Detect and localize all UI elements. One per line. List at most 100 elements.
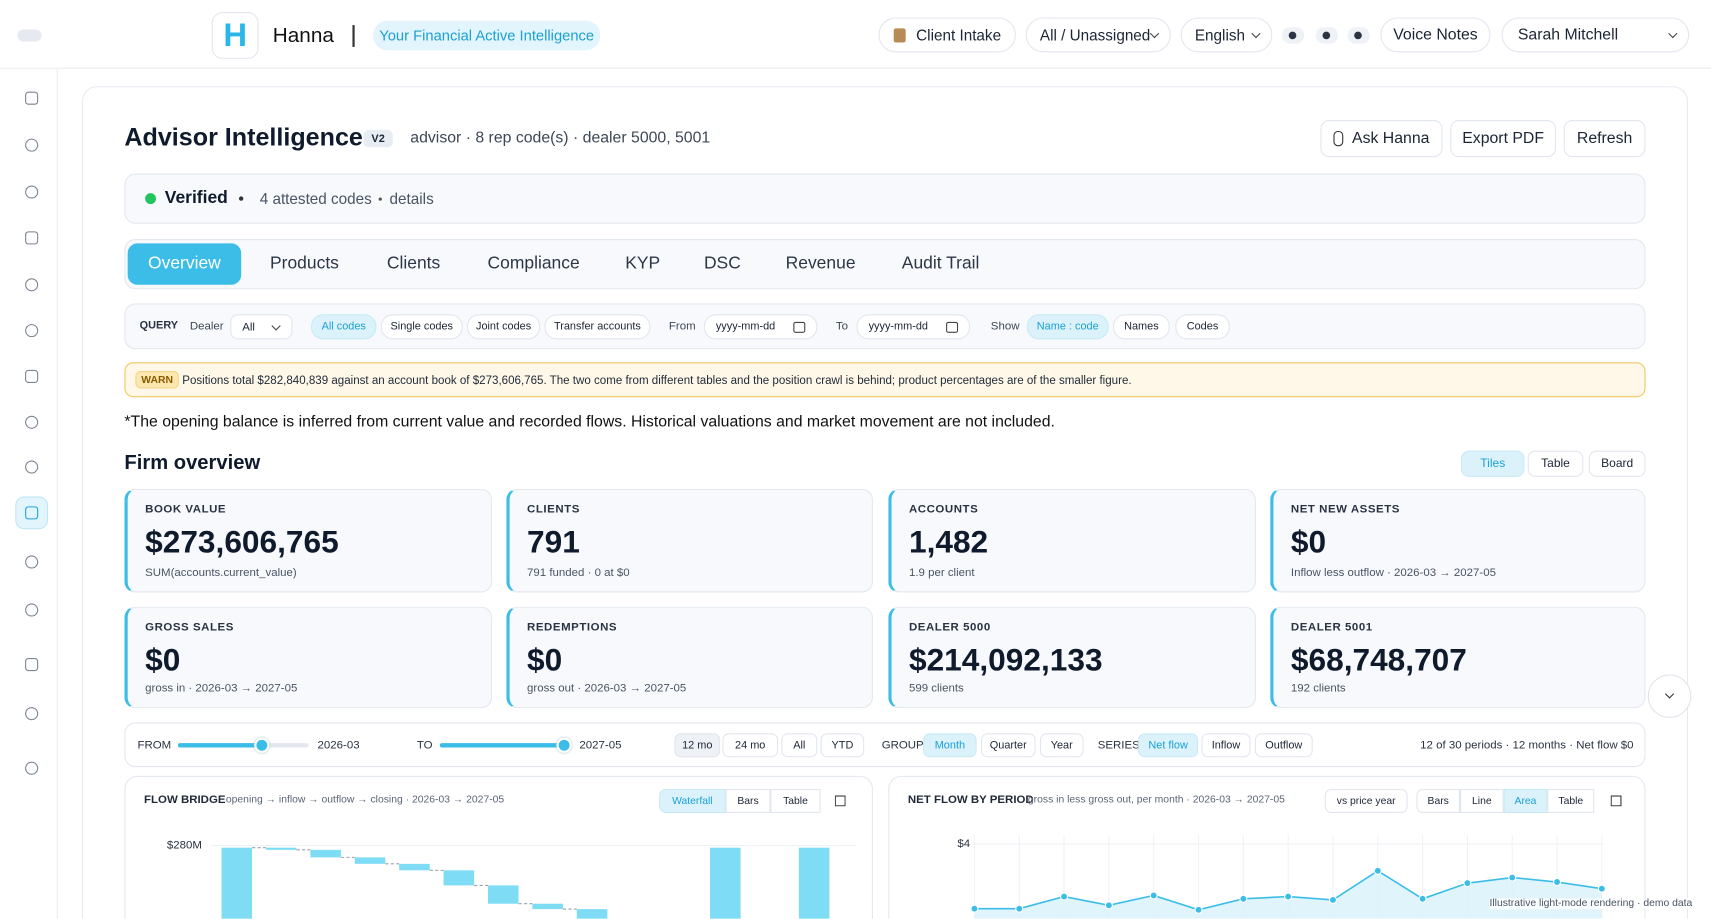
nav-icon[interactable] [25, 324, 39, 338]
view-toggle[interactable]: Board [1588, 450, 1646, 477]
nav-icon[interactable] [25, 707, 39, 721]
separator-dot [238, 196, 244, 201]
code-filter[interactable]: Single codes [380, 314, 463, 340]
scroll-button[interactable] [1647, 674, 1692, 719]
dealer-select[interactable]: All [230, 314, 293, 340]
series-button[interactable]: Outflow [1254, 733, 1313, 758]
tab[interactable]: Revenue [785, 254, 856, 273]
kpi-detail: 192 clients [1290, 681, 1346, 695]
chart-view-button[interactable]: Table [770, 788, 821, 813]
from-value: 2026-03 [317, 738, 360, 752]
voice-notes-button[interactable]: Voice Notes [1380, 17, 1491, 53]
to-date-input[interactable]: yyyy-mm-dd [856, 314, 971, 340]
details-link[interactable]: details [389, 189, 434, 208]
range-button[interactable]: 12 mo [674, 733, 721, 758]
kpi-tile [506, 606, 873, 709]
view-toggle[interactable]: Table [1527, 450, 1584, 477]
slider-knob[interactable] [556, 737, 572, 753]
chart-view-button[interactable]: Bars [1416, 788, 1461, 813]
waterfall-bar [710, 847, 741, 919]
show-label: Show [990, 319, 1020, 333]
show-option[interactable]: Codes [1175, 314, 1230, 340]
language-select[interactable]: English [1180, 17, 1273, 53]
group-button[interactable]: Year [1039, 733, 1084, 758]
point [1015, 904, 1024, 913]
kpi-label: DEALER 5000 [908, 620, 991, 634]
chart-view-button[interactable]: Area [1503, 788, 1548, 813]
series-button[interactable]: Inflow [1201, 733, 1251, 758]
kpi-value: $273,606,765 [145, 525, 339, 561]
icon-button[interactable] [1315, 27, 1338, 44]
mic-icon [1333, 130, 1344, 147]
range-button[interactable]: YTD [820, 733, 865, 758]
waterfall-bar [354, 857, 386, 864]
range-button[interactable]: 24 mo [722, 733, 779, 758]
kpi-label: ACCOUNTS [908, 502, 979, 516]
menu-button[interactable] [17, 29, 42, 42]
tab[interactable]: Clients [386, 254, 441, 273]
chart-view-button[interactable]: Table [1547, 788, 1595, 813]
tab[interactable]: Products [269, 254, 339, 273]
point [1508, 873, 1517, 882]
group-button[interactable]: Quarter [980, 733, 1036, 758]
group-button[interactable]: Month [923, 733, 977, 758]
page-subtitle: advisor · 8 rep code(s) · dealer 5000, 5… [410, 129, 711, 148]
ask-hanna-button[interactable]: Ask Hanna [1320, 120, 1443, 158]
nav-icon[interactable] [25, 555, 39, 569]
code-filter[interactable]: All codes [310, 314, 377, 340]
code-filter[interactable]: Joint codes [467, 314, 541, 340]
from-date-input[interactable]: yyyy-mm-dd [703, 314, 818, 340]
tab[interactable]: KYP [625, 254, 661, 273]
point [1463, 879, 1472, 888]
nav-icon[interactable] [25, 369, 39, 384]
tab[interactable]: Compliance [487, 254, 580, 273]
code-filter[interactable]: Transfer accounts [544, 314, 651, 340]
nav-icon[interactable] [25, 460, 39, 474]
nav-icon[interactable] [25, 657, 39, 672]
assignment-select[interactable]: All / Unassigned [1025, 17, 1171, 53]
kpi-label: CLIENTS [527, 502, 580, 516]
user-menu[interactable]: Sarah Mitchell [1501, 17, 1690, 53]
chart-view-button[interactable]: Bars [725, 788, 771, 813]
slider-knob[interactable] [254, 737, 270, 753]
waterfall-bar [576, 909, 608, 919]
y-tick-label: $4 [957, 838, 970, 850]
view-toggle[interactable]: Tiles [1461, 450, 1525, 477]
point [1418, 894, 1427, 903]
nav-icon[interactable] [25, 506, 39, 520]
nav-icon[interactable] [25, 603, 39, 617]
export-pdf-button[interactable]: Export PDF [1450, 120, 1557, 158]
icon-button[interactable] [1347, 27, 1370, 44]
kpi-tile [888, 488, 1256, 593]
client-intake-label: Client Intake [916, 26, 1002, 44]
range-button[interactable]: All [781, 733, 818, 758]
client-intake-button[interactable]: Client Intake [878, 17, 1016, 53]
show-option[interactable]: Name : code [1026, 314, 1109, 340]
expand-icon[interactable] [834, 795, 846, 807]
nav-icon[interactable] [25, 138, 39, 152]
waterfall-bar [265, 847, 297, 850]
tab[interactable]: Audit Trail [901, 254, 980, 273]
tab[interactable]: DSC [703, 254, 741, 273]
series-button[interactable]: Net flow [1138, 733, 1199, 758]
icon-button[interactable] [1282, 27, 1304, 44]
comparison-toggle[interactable]: vs price year [1324, 788, 1408, 813]
nav-icon[interactable] [25, 278, 39, 292]
chart-view-button[interactable]: Waterfall [659, 788, 726, 813]
to-label: TO [416, 738, 433, 752]
waterfall-bar [310, 849, 341, 858]
chart-view-button[interactable]: Line [1460, 788, 1504, 813]
nav-icon[interactable] [25, 761, 39, 775]
to-value: 2027-05 [579, 738, 622, 752]
tab-active[interactable]: Overview [127, 243, 242, 285]
show-option[interactable]: Names [1113, 314, 1170, 340]
nav-icon[interactable] [25, 91, 39, 105]
kpi-value: 791 [527, 525, 580, 561]
kpi-tile [124, 606, 493, 709]
nav-icon[interactable] [25, 231, 39, 245]
nav-icon[interactable] [25, 185, 39, 199]
nav-icon[interactable] [25, 415, 39, 429]
status-dot [145, 193, 157, 205]
refresh-button[interactable]: Refresh [1563, 120, 1646, 158]
expand-icon[interactable] [1610, 795, 1622, 807]
